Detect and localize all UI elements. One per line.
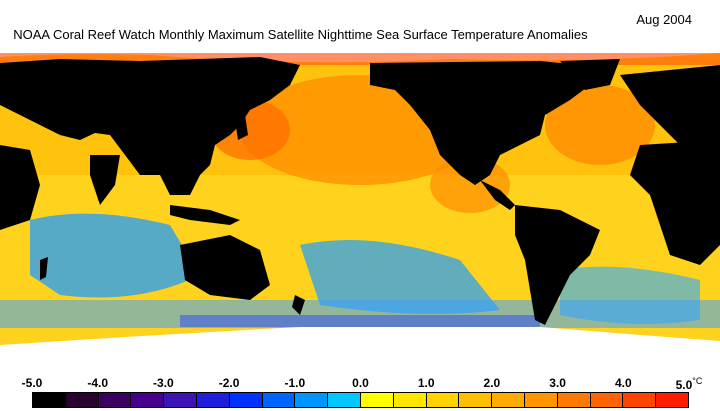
- color-swatch: [459, 393, 493, 407]
- color-swatch: [164, 393, 197, 407]
- land-new-zealand: [292, 295, 305, 315]
- legend-tick-label: 0.0: [352, 376, 369, 390]
- color-swatch: [262, 393, 296, 407]
- land-north-america: [370, 61, 600, 185]
- land-africa: [630, 140, 720, 265]
- land-greenland: [560, 59, 620, 90]
- legend-tick-label: 4.0: [614, 376, 632, 390]
- title-text: NOAA Coral Reef Watch Monthly Maximum Sa…: [13, 27, 588, 42]
- map-title: NOAA Coral Reef Watch Monthly Maximum Sa…: [0, 12, 720, 57]
- color-swatch: [131, 393, 165, 407]
- color-swatch: [656, 393, 688, 407]
- land-central-america: [480, 180, 515, 210]
- color-swatch: [393, 393, 427, 407]
- land-madagascar: [40, 257, 48, 280]
- dark-southern-belt: [180, 315, 540, 327]
- color-swatch: [426, 393, 460, 407]
- legend-tick-label: 5.0°C: [675, 376, 703, 392]
- legend-ticks: -5.0 -4.0 -3.0 -2.0 -1.0 0.0 1.0 2.0 3.0 4.0 5.0°C: [0, 376, 720, 392]
- land-europe: [620, 65, 720, 155]
- land-eurasia: [0, 57, 300, 195]
- color-swatch: [229, 393, 263, 407]
- sst-anomaly-map: [0, 45, 720, 369]
- landmasses: [0, 57, 720, 325]
- color-scale: [32, 392, 689, 408]
- color-swatch: [524, 393, 558, 407]
- color-swatch: [623, 393, 657, 407]
- legend-tick-label: -4.0: [87, 376, 109, 390]
- land-south-america: [515, 205, 600, 325]
- cool-southern-belt: [0, 300, 720, 328]
- cool-south-pacific: [300, 240, 500, 314]
- land-india: [90, 155, 120, 205]
- legend-tick-label: 1.0: [417, 376, 435, 390]
- color-swatch: [590, 393, 624, 407]
- color-swatch: [196, 393, 230, 407]
- land-africa-west: [0, 145, 40, 230]
- color-swatch: [360, 393, 394, 407]
- color-swatch: [492, 393, 525, 407]
- legend-tick-label: 2.0: [483, 376, 501, 390]
- legend-tick-label: -3.0: [153, 376, 174, 390]
- color-swatch: [328, 393, 361, 407]
- land-indonesia: [170, 205, 240, 225]
- land-japan: [235, 115, 248, 140]
- color-swatch: [98, 393, 132, 407]
- title-date: Aug 2004: [636, 12, 692, 27]
- color-swatch: [65, 393, 99, 407]
- cool-indian-ocean: [30, 213, 200, 298]
- legend-tick-label: -5.0: [21, 376, 43, 390]
- antarctic-ice: [0, 327, 720, 369]
- color-swatch: [557, 393, 591, 407]
- legend-tick-label: 3.0: [549, 376, 566, 390]
- legend-tick-label: -2.0: [218, 376, 240, 390]
- hot-n-atlantic: [545, 85, 655, 165]
- legend-unit: °C: [692, 376, 703, 386]
- land-australia: [180, 235, 270, 300]
- color-swatch: [33, 393, 66, 407]
- legend-tick-label: -1.0: [284, 376, 306, 390]
- color-swatch: [295, 393, 329, 407]
